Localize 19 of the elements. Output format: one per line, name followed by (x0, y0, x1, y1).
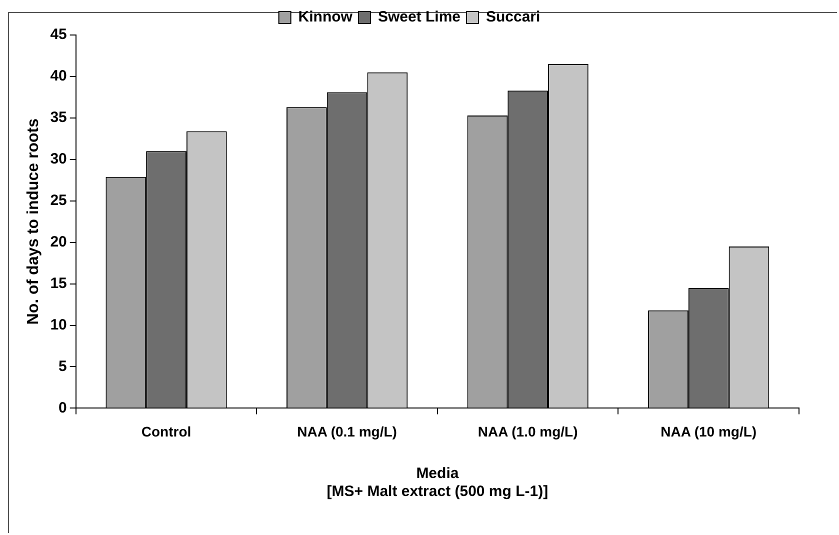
x-tick-label: NAA (1.0 mg/L) (478, 423, 578, 440)
x-tick-label: NAA (10 mg/L) (660, 423, 757, 440)
y-tick-label: 45 (50, 26, 67, 44)
y-tick-label: 15 (50, 274, 67, 292)
x-tick-label: NAA (0.1 mg/L) (297, 423, 397, 440)
y-tick-label: 0 (58, 399, 67, 416)
y-tick-label: 10 (50, 316, 67, 334)
y-tick-label: 5 (58, 358, 67, 375)
legend-label: Sweet Lime (378, 8, 460, 26)
y-tick-label: 30 (50, 150, 67, 168)
legend-label: Succari (486, 8, 540, 26)
x-tick-label: Control (141, 423, 192, 440)
y-tick-label: 40 (50, 68, 67, 85)
y-axis-title: No. of days to induce roots (25, 118, 42, 325)
y-tick-label: 25 (50, 192, 67, 210)
legend-label: Kinnow (298, 8, 353, 26)
y-tick-label: 35 (50, 109, 67, 126)
y-tick-label: 20 (50, 233, 67, 250)
x-axis-title: Media [MS+ Malt extract (500 mg L-1)] (326, 465, 548, 500)
